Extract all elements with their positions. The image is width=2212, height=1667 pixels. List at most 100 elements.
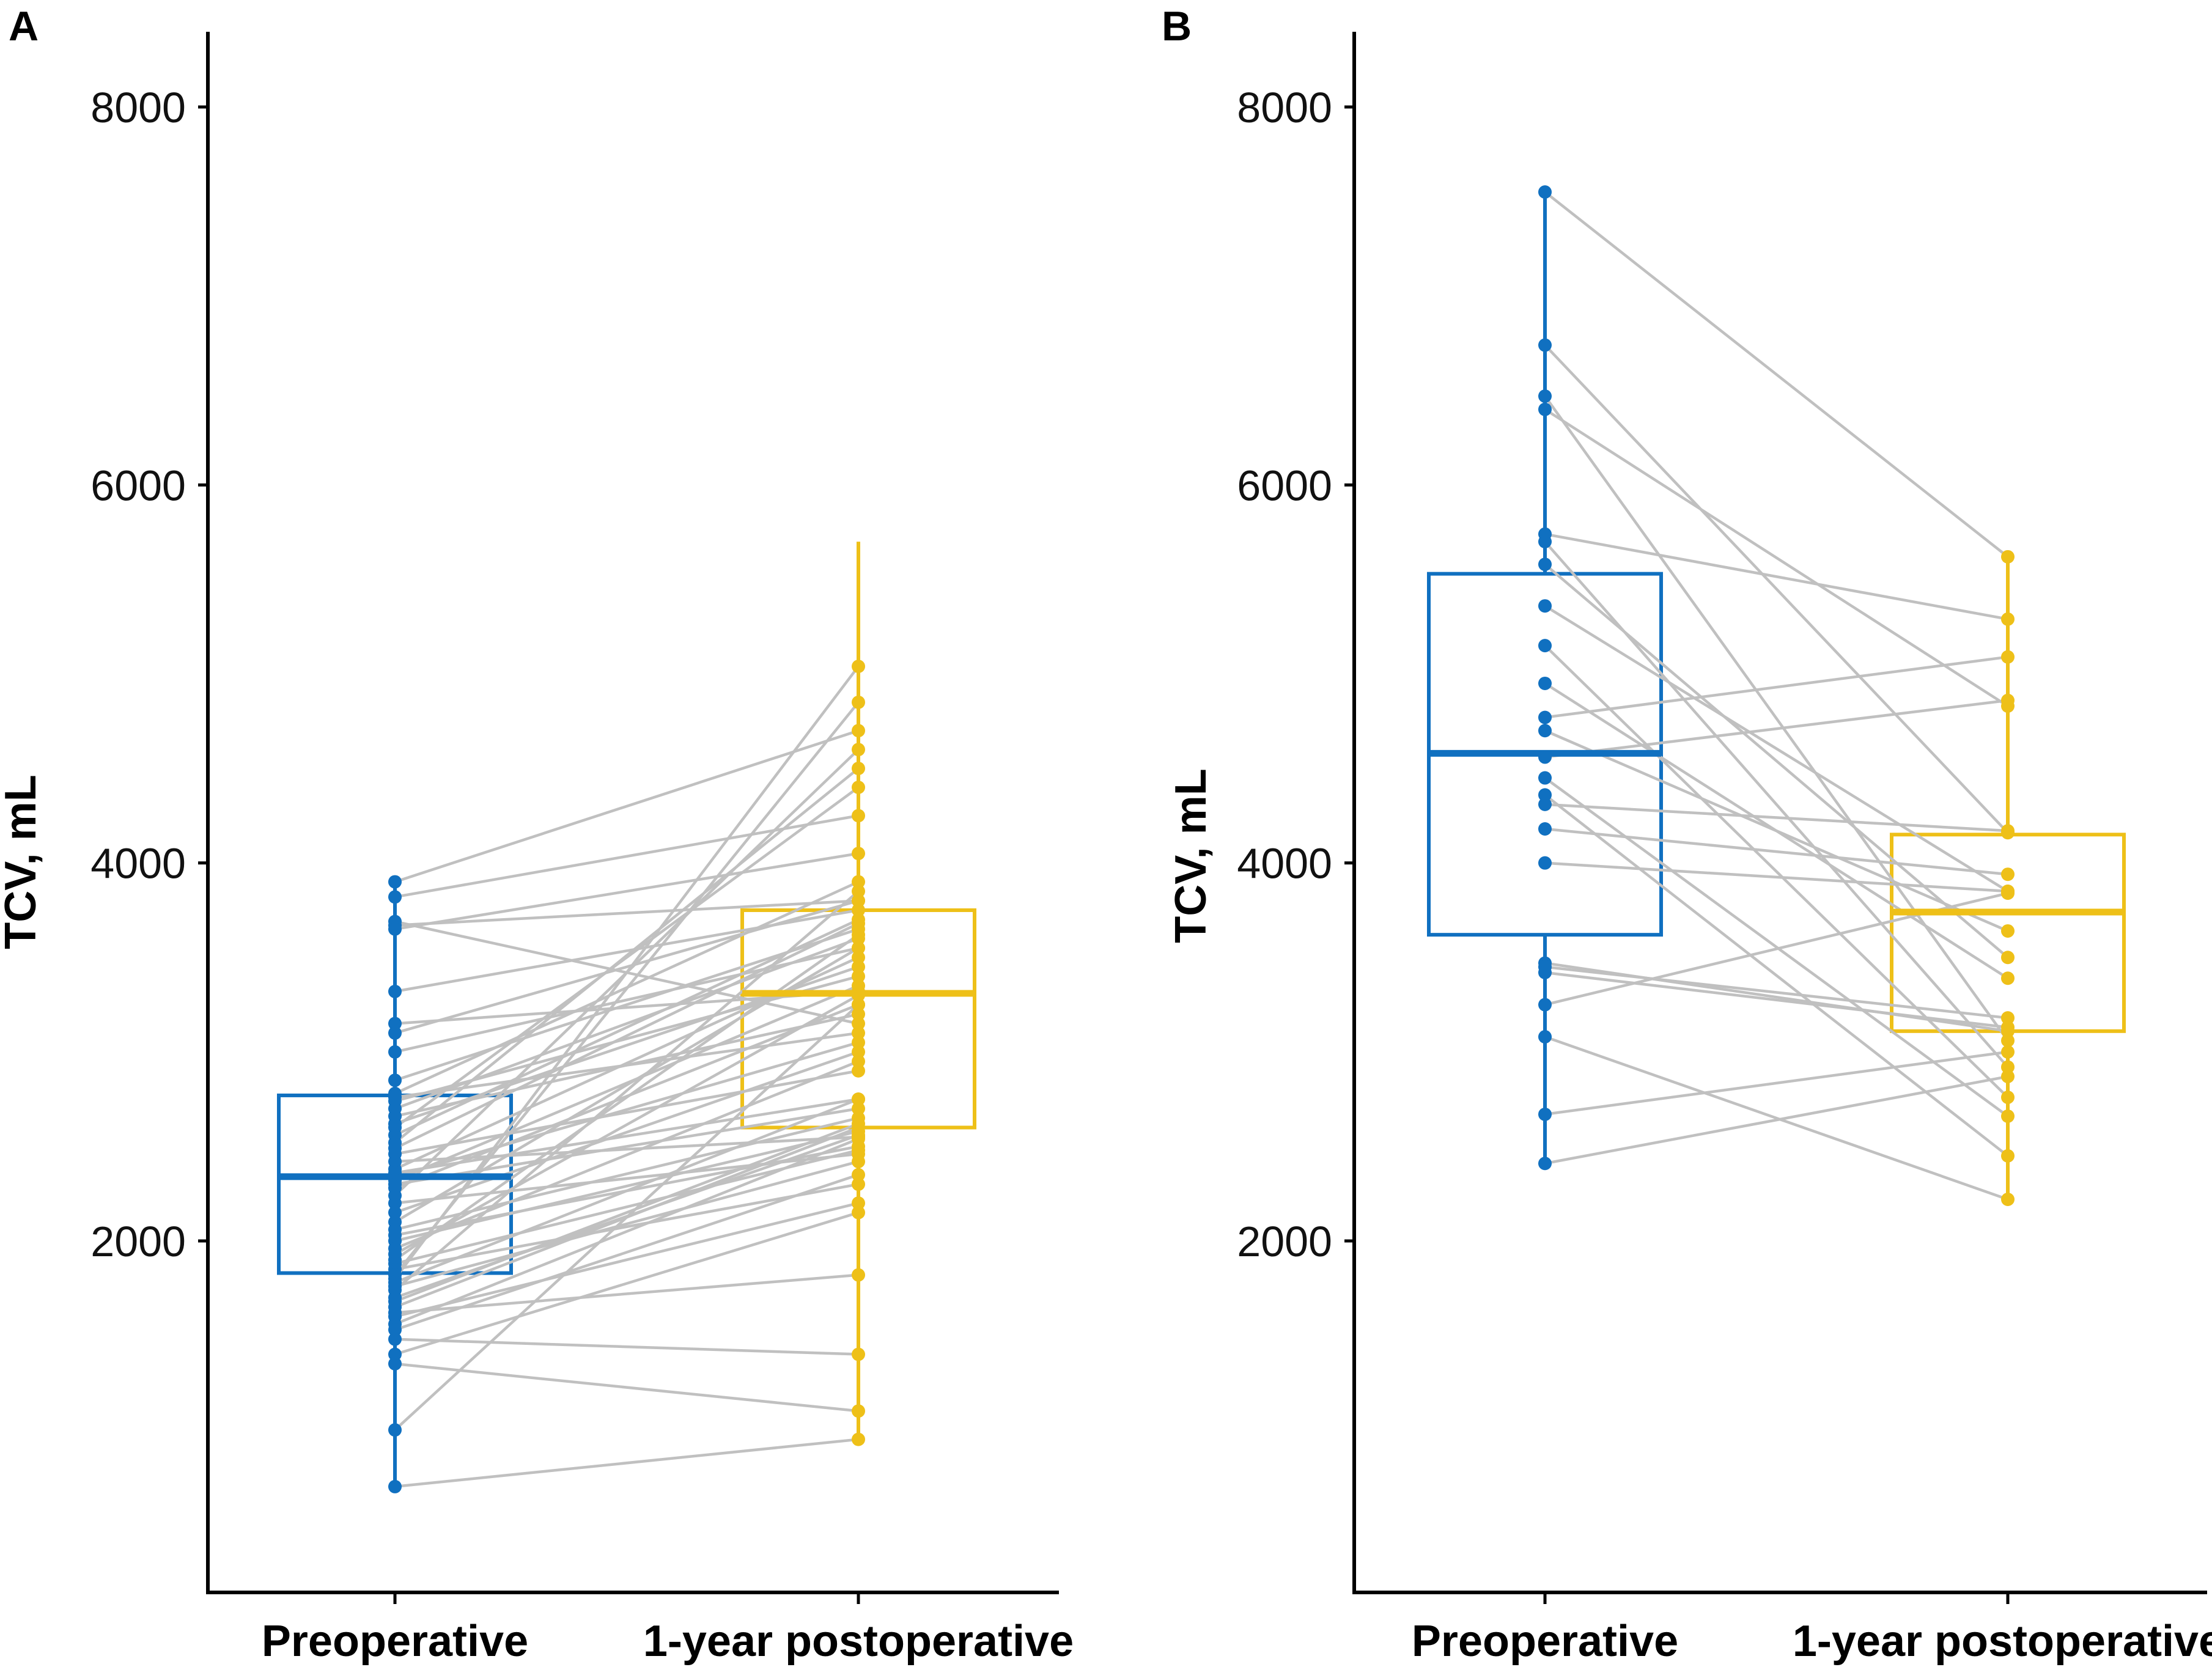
pair-lines	[1544, 191, 2009, 1201]
point-postoperative	[852, 847, 865, 861]
pair-line	[394, 1069, 859, 1155]
y-tick-label: 6000	[1237, 462, 1332, 509]
pair-line	[1544, 793, 2009, 1157]
x-tick-label: Preoperative	[262, 1617, 528, 1666]
panel-letter: B	[1162, 3, 1192, 50]
panel-b: B TCV, mL 2000 4000 6000 8000 Preoperative 1…	[1162, 3, 2212, 1666]
pair-line	[1544, 655, 2008, 719]
point-postoperative	[852, 1102, 865, 1116]
y-ticks: 2000 4000 6000 8000	[1237, 84, 1354, 1265]
point-postoperative	[852, 916, 865, 930]
point-postoperative	[852, 1404, 865, 1418]
pair-line	[394, 1050, 859, 1214]
pair-line	[394, 899, 859, 927]
point-postoperative	[2001, 693, 2015, 707]
pair-line	[394, 786, 860, 1129]
pair-line	[394, 933, 860, 1261]
pair-line	[394, 852, 859, 931]
point-preoperative	[388, 1205, 402, 1220]
pair-line	[394, 1338, 859, 1356]
point-postoperative	[852, 928, 865, 942]
point-preoperative	[1538, 639, 1552, 653]
pair-line	[394, 1273, 859, 1314]
point-preoperative	[1538, 998, 1552, 1012]
pair-line	[1544, 861, 2008, 893]
point-postoperative	[2001, 867, 2015, 881]
y-tick-label: 8000	[1237, 84, 1332, 131]
point-preoperative	[388, 1347, 402, 1361]
pair-line	[1544, 532, 2008, 621]
point-postoperative	[852, 1007, 865, 1021]
point-postoperative	[2001, 1045, 2015, 1059]
y-tick-label: 4000	[90, 840, 186, 888]
x-tick-label: 1-year postoperative	[643, 1617, 1074, 1666]
data-points	[1429, 185, 2124, 1206]
x-tick-label: 1-year postoperative	[1793, 1617, 2212, 1666]
point-postoperative	[852, 1092, 865, 1106]
pair-line	[1544, 395, 2009, 1042]
point-preoperative	[1538, 856, 1552, 870]
point-postoperative	[852, 960, 865, 974]
point-postoperative	[852, 894, 865, 908]
y-tick-label: 6000	[90, 462, 186, 509]
point-postoperative	[852, 1121, 865, 1135]
pair-line	[394, 1201, 859, 1318]
pair-line	[394, 1122, 859, 1303]
point-postoperative	[852, 762, 865, 776]
pair-line	[394, 918, 859, 1136]
point-postoperative	[2001, 1070, 2015, 1084]
point-postoperative	[852, 724, 865, 738]
x-tick-label: Preoperative	[1412, 1617, 1678, 1666]
point-postoperative	[2001, 886, 2015, 900]
point-postoperative	[852, 903, 865, 917]
point-preoperative	[1538, 599, 1552, 613]
y-tick-label: 8000	[90, 84, 186, 131]
pair-line	[1544, 644, 2009, 1098]
point-postoperative	[2001, 1109, 2015, 1123]
point-preoperative	[1538, 1030, 1552, 1044]
point-postoperative	[2001, 824, 2015, 838]
point-postoperative	[852, 695, 865, 709]
point-preoperative	[1538, 676, 1552, 690]
point-preoperative	[1538, 788, 1552, 802]
pair-line	[394, 946, 859, 1054]
pair-line	[394, 922, 859, 1150]
pair-line	[394, 984, 859, 1182]
point-postoperative	[852, 1168, 865, 1182]
point-postoperative	[852, 970, 865, 984]
pair-line	[394, 994, 860, 1256]
point-postoperative	[852, 1268, 865, 1282]
pair-line	[394, 1160, 859, 1288]
point-preoperative	[1538, 1157, 1552, 1171]
point-postoperative	[852, 1196, 865, 1210]
point-preoperative	[1538, 535, 1552, 549]
boxes	[277, 542, 976, 1487]
pair-line	[1544, 803, 2008, 833]
point-postoperative	[852, 1143, 865, 1157]
point-postoperative	[2001, 1060, 2015, 1074]
data-points	[279, 660, 975, 1493]
point-preoperative	[388, 922, 402, 936]
point-postoperative	[852, 998, 865, 1012]
point-preoperative	[1538, 797, 1552, 811]
point-postoperative	[2001, 951, 2015, 965]
y-tick-label: 2000	[1237, 1218, 1332, 1265]
pair-line	[1544, 827, 2008, 876]
point-postoperative	[852, 885, 865, 899]
point-postoperative	[2001, 1149, 2015, 1163]
point-preoperative	[388, 875, 402, 889]
point-postoperative	[2001, 1091, 2015, 1105]
point-postoperative	[852, 1132, 865, 1146]
point-postoperative	[852, 1036, 865, 1050]
pair-line	[394, 1137, 859, 1326]
point-preoperative	[388, 1479, 402, 1493]
point-postoperative	[852, 660, 865, 674]
point-postoperative	[2001, 1020, 2015, 1034]
y-ticks: 2000 4000 6000 8000	[90, 84, 208, 1265]
pair-line	[1544, 1075, 2008, 1165]
pair-line	[1544, 344, 2009, 834]
pair-line	[394, 1041, 859, 1179]
point-preoperative	[388, 1073, 402, 1087]
point-preoperative	[1538, 724, 1552, 738]
point-preoperative	[1538, 338, 1552, 352]
